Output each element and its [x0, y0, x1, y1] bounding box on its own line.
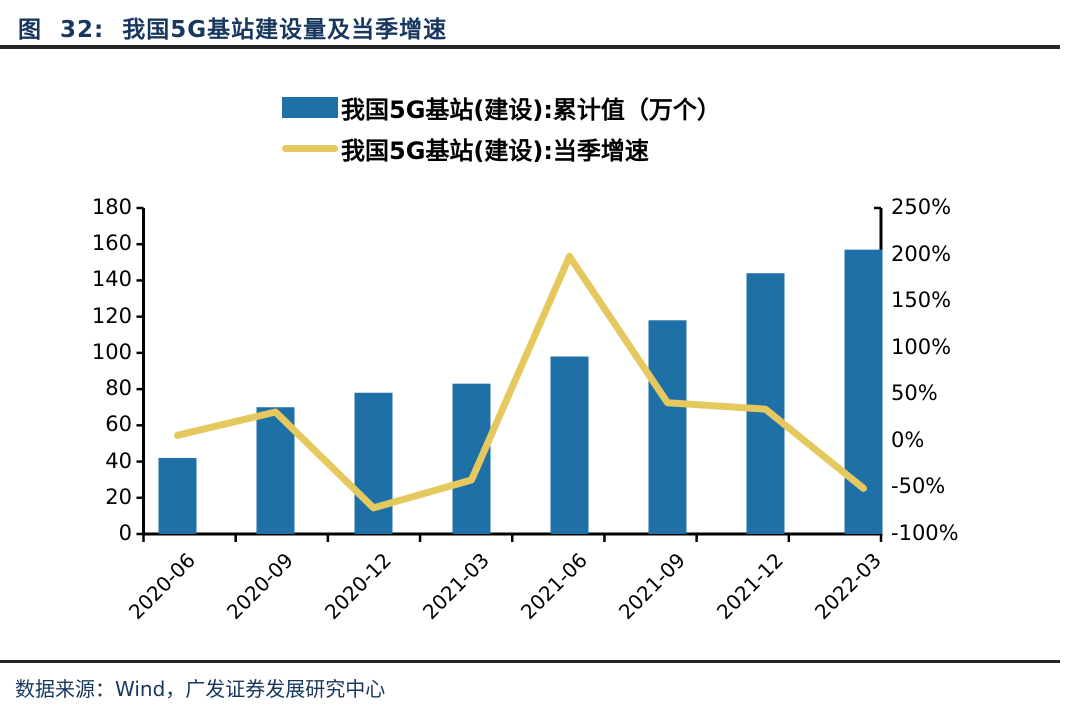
line-series-swatch — [282, 144, 338, 152]
bar-series-swatch — [282, 96, 338, 118]
left-axis-tick-label: 140 — [91, 267, 132, 292]
left-axis-tick-label: 40 — [105, 448, 132, 473]
growth-line — [174, 252, 867, 512]
legend: 我国5G基站(建设):累计值（万个） 我国5G基站(建设):当季增速 — [282, 92, 721, 165]
left-axis-tick-label: 60 — [105, 412, 132, 437]
right-axis-tick-label: 250% — [891, 195, 952, 219]
figure-title: 图 32: 我国5G基站建设量及当季增速 — [18, 17, 448, 43]
legend-item-line-series: 我国5G基站(建设):当季增速 — [282, 133, 721, 165]
left-axis-tick-label: 20 — [105, 484, 132, 509]
left-axis-tick-label: 180 — [91, 195, 132, 219]
right-axis-tick-label: 150% — [891, 288, 952, 313]
right-axis-tick-label: 200% — [891, 241, 952, 266]
bar-2021-06 — [550, 356, 589, 534]
left-axis-tick-label: 100 — [91, 339, 132, 364]
right-axis-tick-label: 0% — [891, 427, 925, 452]
title-rule — [0, 45, 1060, 49]
right-axis-tick-label: 100% — [891, 334, 952, 359]
left-axis-tick-label: 0 — [118, 521, 132, 545]
source-text: 数据来源：Wind，广发证券发展研究中心 — [15, 677, 386, 701]
legend-label-line-series: 我国5G基站(建设):当季增速 — [341, 136, 649, 165]
left-axis-tick-label: 160 — [91, 231, 132, 256]
right-axis-tick-label: -100% — [891, 521, 959, 545]
bar-2021-03 — [452, 383, 491, 534]
bar-2021-12 — [746, 273, 785, 534]
right-axis-tick-label: 50% — [891, 381, 938, 406]
bar-2021-09 — [648, 320, 687, 534]
bar-2020-12 — [354, 392, 393, 534]
legend-item-bar-series: 我国5G基站(建设):累计值（万个） — [282, 92, 721, 124]
right-axis-tick-label: -50% — [891, 474, 946, 499]
legend-label-bar-series: 我国5G基站(建设):累计值（万个） — [341, 95, 721, 124]
footer-rule — [0, 660, 1060, 663]
bar-2020-06 — [158, 457, 197, 534]
left-axis-tick-label: 80 — [105, 376, 132, 401]
left-axis-tick-label: 120 — [91, 303, 132, 328]
